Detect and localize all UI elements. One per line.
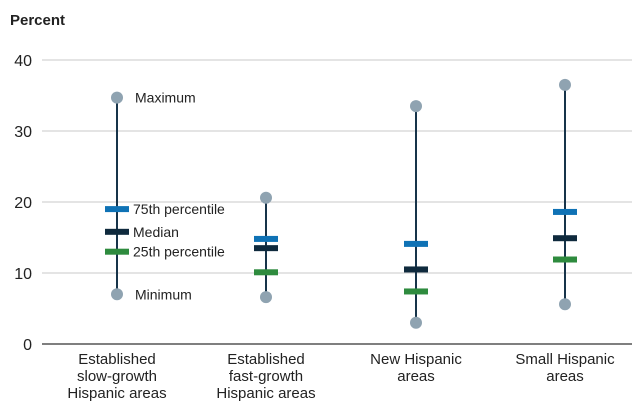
category-label-line: Hispanic areas (216, 385, 315, 402)
y-tick-labels: 0 10 20 30 40 (14, 53, 32, 354)
category-label-line: Small Hispanic (515, 351, 615, 368)
min-point (260, 291, 272, 303)
annotation-label: Minimum (135, 286, 192, 302)
category-label-line: areas (546, 368, 584, 385)
y-tick-label: 20 (14, 195, 32, 212)
min-point (559, 298, 571, 310)
category-label-line: Hispanic areas (67, 385, 166, 402)
annotations: Maximum 75th percentile Median 25th percent… (133, 90, 225, 303)
p75-marker (254, 236, 278, 242)
min-point (111, 288, 123, 300)
y-tick-label: 30 (14, 124, 32, 141)
p25-marker (254, 269, 278, 275)
p75-marker (553, 209, 577, 215)
y-tick-label: 0 (23, 337, 32, 354)
category-label: Established fast-growth Hispanic areas (216, 351, 315, 402)
box-group (105, 92, 129, 301)
box-group (553, 79, 577, 310)
y-axis-unit-label: Percent (10, 12, 65, 29)
p25-marker (404, 288, 428, 294)
p25-marker (553, 257, 577, 263)
median-marker (553, 235, 577, 241)
category-label-line: Established (78, 351, 156, 368)
category-label-line: areas (397, 368, 435, 385)
p25-marker (105, 249, 129, 255)
category-label-line: slow-growth (77, 368, 157, 385)
category-label-line: New Hispanic (370, 351, 462, 368)
p75-marker (404, 241, 428, 247)
category-label: Small Hispanic areas (515, 351, 615, 385)
median-marker (105, 229, 129, 235)
category-label-line: fast-growth (229, 368, 303, 385)
annotation-label: 75th percentile (133, 201, 225, 217)
max-point (111, 92, 123, 104)
median-marker (404, 266, 428, 272)
max-point (410, 100, 422, 112)
annotation-label: 25th percentile (133, 244, 225, 260)
category-label: New Hispanic areas (370, 351, 462, 385)
y-tick-label: 10 (14, 266, 32, 283)
category-label-line: Established (227, 351, 305, 368)
min-point (410, 317, 422, 329)
p75-marker (105, 206, 129, 212)
max-point (559, 79, 571, 91)
category-label: Established slow-growth Hispanic areas (67, 351, 166, 402)
category-labels: Established slow-growth Hispanic areasEsta… (67, 351, 615, 402)
median-marker (254, 245, 278, 251)
gridlines (42, 60, 632, 344)
annotation-label: Maximum (135, 90, 196, 106)
box-group (254, 192, 278, 303)
annotation-label: Median (133, 224, 179, 240)
y-tick-label: 40 (14, 53, 32, 70)
max-point (260, 192, 272, 204)
box-group (404, 100, 428, 329)
